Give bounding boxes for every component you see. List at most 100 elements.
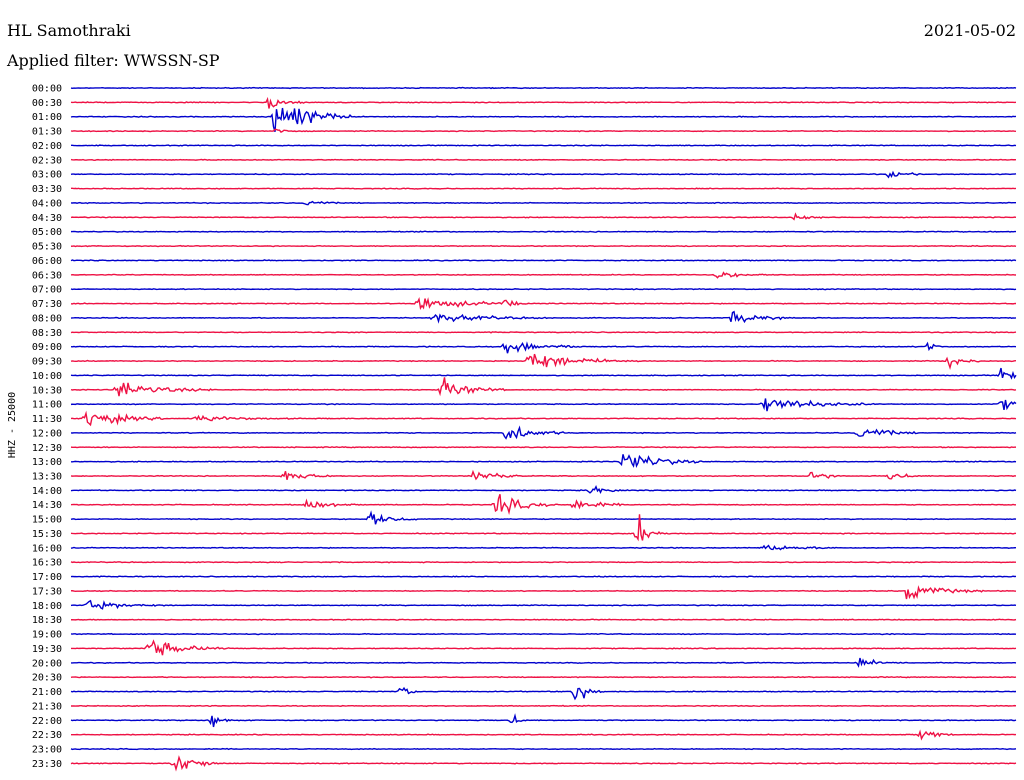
- trace-line: [70, 187, 1017, 190]
- row-label: 04:00: [32, 198, 62, 209]
- row-label: 06:30: [32, 270, 62, 281]
- row-label: 14:30: [32, 500, 62, 511]
- trace-line: [70, 367, 1017, 380]
- trace-line: [70, 729, 1017, 741]
- row-label: 13:00: [32, 457, 62, 468]
- trace-line: [70, 200, 1017, 206]
- trace-line: [70, 310, 1017, 324]
- row-label: 03:30: [32, 184, 62, 195]
- trace-line: [70, 288, 1017, 291]
- row-label: 23:30: [32, 759, 62, 770]
- row-label: 10:00: [32, 371, 62, 382]
- row-label: 19:30: [32, 644, 62, 655]
- row-label: 09:30: [32, 357, 62, 368]
- trace-line: [70, 398, 1017, 412]
- row-label: 15:00: [32, 515, 62, 526]
- row-labels: 00:00 00:30 01:00 01:30 02:00 02:30 03:00 03:30…: [32, 84, 62, 770]
- trace-line: [70, 755, 1017, 772]
- row-label: 05:30: [32, 242, 62, 253]
- row-label: 08:00: [32, 313, 62, 324]
- station-title: HL Samothraki: [7, 21, 131, 40]
- trace-line: [70, 230, 1017, 233]
- row-label: 02:00: [32, 141, 62, 152]
- trace-line: [70, 454, 1017, 469]
- trace-line: [70, 599, 1017, 610]
- row-label: 10:30: [32, 385, 62, 396]
- trace-line: [70, 686, 1017, 701]
- trace-line: [70, 331, 1017, 334]
- row-label: 23:00: [32, 745, 62, 756]
- row-label: 03:00: [32, 170, 62, 181]
- row-label: 21:30: [32, 701, 62, 712]
- trace-line: [70, 212, 1017, 221]
- row-label: 01:30: [32, 127, 62, 138]
- row-label: 16:30: [32, 558, 62, 569]
- row-label: 22:30: [32, 730, 62, 741]
- row-label: 19:00: [32, 630, 62, 641]
- row-label: 14:00: [32, 486, 62, 497]
- trace-line: [70, 425, 1017, 440]
- row-label: 15:30: [32, 529, 62, 540]
- row-label: 20:30: [32, 673, 62, 684]
- trace-line: [70, 341, 1017, 354]
- trace-line: [70, 494, 1016, 515]
- row-label: 16:00: [32, 543, 62, 554]
- row-label: 22:00: [32, 716, 62, 727]
- trace-line: [70, 297, 1017, 310]
- row-label: 00:00: [32, 84, 62, 95]
- trace-line: [70, 128, 1017, 133]
- trace-line: [70, 469, 1017, 481]
- row-label: 01:00: [32, 112, 62, 123]
- trace-line: [70, 510, 1017, 525]
- trace-line: [70, 639, 1017, 656]
- trace-line: [70, 713, 1017, 728]
- trace-line: [70, 675, 1017, 679]
- row-label: 11:00: [32, 400, 62, 411]
- trace-line: [70, 514, 1017, 542]
- trace-line: [70, 377, 1017, 397]
- row-label: 17:00: [32, 572, 62, 583]
- trace-line: [70, 632, 1017, 636]
- trace-line: [70, 107, 1017, 133]
- row-label: 18:00: [32, 601, 62, 612]
- trace-line: [70, 560, 1017, 564]
- trace-line: [70, 244, 1017, 248]
- filter-label: Applied filter: WWSSN-SP: [7, 51, 220, 70]
- trace-line: [70, 271, 1017, 279]
- trace-line: [70, 96, 1017, 109]
- trace-line: [70, 575, 1017, 578]
- trace-line: [70, 747, 1017, 751]
- trace-line: [70, 259, 1017, 262]
- trace-line: [70, 585, 1017, 600]
- trace-line: [70, 657, 1017, 668]
- trace-line: [70, 158, 1017, 162]
- row-label: 18:30: [32, 615, 62, 626]
- row-label: 21:00: [32, 687, 62, 698]
- row-label: 07:00: [32, 285, 62, 296]
- trace-line: [70, 86, 1017, 90]
- trace-line: [70, 446, 1017, 449]
- row-label: 08:30: [32, 328, 62, 339]
- trace-line: [70, 704, 1017, 708]
- row-label: 12:00: [32, 428, 62, 439]
- row-label: 09:00: [32, 342, 62, 353]
- row-label: 04:30: [32, 213, 62, 224]
- trace-line: [70, 170, 1017, 179]
- row-label: 05:00: [32, 227, 62, 238]
- row-label: 02:30: [32, 155, 62, 166]
- row-label: 11:30: [32, 414, 62, 425]
- trace-line: [71, 618, 1017, 621]
- y-axis-label: HHZ - 25000: [7, 392, 18, 458]
- trace-line: [70, 353, 1017, 370]
- row-label: 00:30: [32, 98, 62, 109]
- trace-rows: [70, 86, 1017, 772]
- date-label: 2021-05-02: [923, 21, 1016, 40]
- row-label: 17:30: [32, 586, 62, 597]
- row-label: 07:30: [32, 299, 62, 310]
- trace-line: [70, 410, 1017, 427]
- row-label: 20:00: [32, 658, 62, 669]
- trace-line: [70, 485, 1017, 494]
- trace-line: [70, 144, 1017, 147]
- row-label: 12:30: [32, 443, 62, 454]
